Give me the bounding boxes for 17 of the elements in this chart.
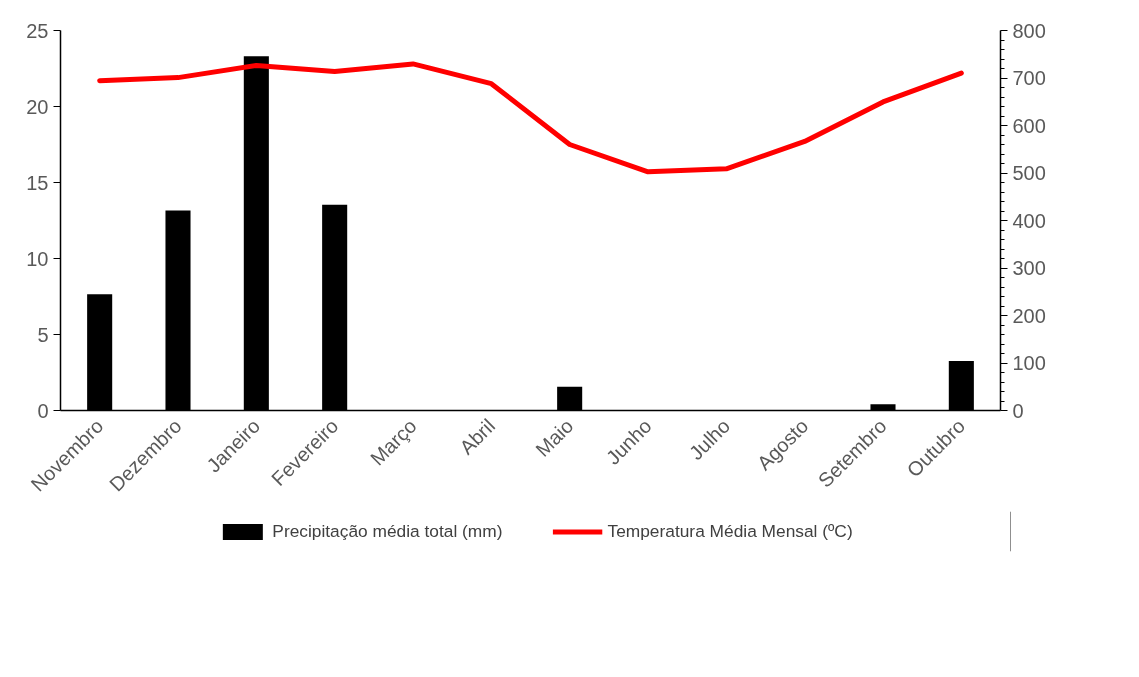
y-tick-label: 10 (26, 247, 49, 270)
y-tick-label: 15 (26, 171, 49, 194)
y2-tick-label: 600 (1012, 114, 1046, 137)
y2-tick-label: 500 (1012, 162, 1046, 184)
y2-tick-label: 800 (1012, 19, 1046, 42)
y2-tick-label: 100 (1012, 352, 1046, 374)
y2-tick-label: 200 (1012, 304, 1046, 327)
y-tick-label: 5 (37, 323, 49, 346)
y2-tick-label: 300 (1012, 257, 1046, 279)
y-tick-label: 25 (26, 19, 49, 42)
y-tick-label: 20 (26, 95, 49, 118)
y2-tick-label: 400 (1012, 209, 1046, 232)
legend-label: Precipitação média total (mm) (272, 520, 503, 542)
y-tick-label: 0 (37, 399, 49, 422)
y2-tick-label: 0 (1012, 399, 1024, 422)
legend-label: Temperatura Média Mensal (ºC) (607, 520, 853, 542)
y2-tick-label: 700 (1012, 67, 1046, 89)
